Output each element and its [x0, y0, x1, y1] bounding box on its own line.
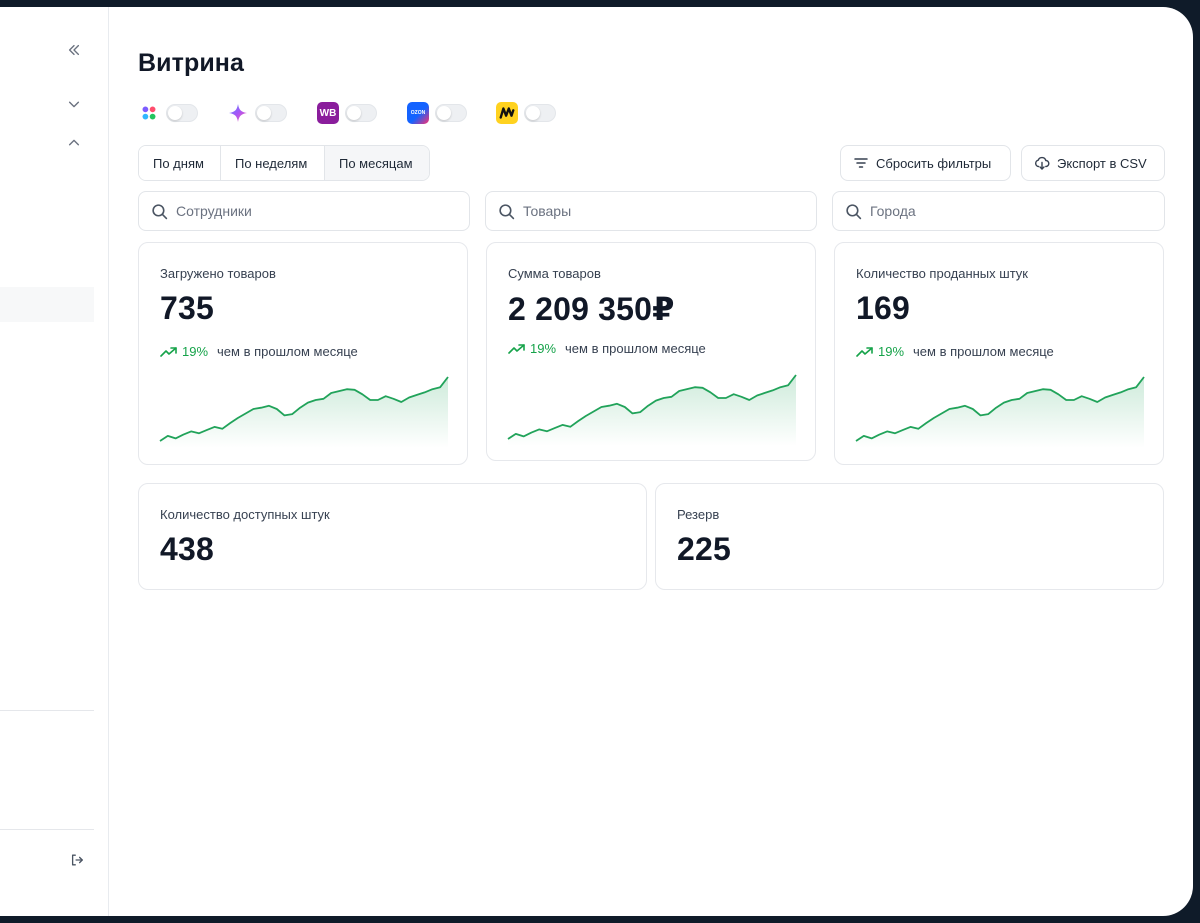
- card-value: 438: [160, 531, 214, 567]
- filter-lines-icon: [854, 158, 868, 168]
- card-label: Сумма товаров: [508, 266, 601, 281]
- marketplace-toggle-1: [138, 102, 198, 124]
- yandex-market-logo-icon: [496, 102, 518, 124]
- trend-text: чем в прошлом месяце: [217, 344, 358, 359]
- sparkle-logo-icon: [227, 102, 249, 124]
- card-label: Резерв: [677, 507, 720, 522]
- trend-percent: 19%: [530, 341, 557, 356]
- page-title: Витрина: [138, 49, 245, 77]
- ozon-logo-icon: OZON: [407, 102, 429, 124]
- chevron-down-icon[interactable]: [64, 94, 84, 114]
- app-window: Витрина: [0, 7, 1193, 916]
- reserve-card: Резерв 225: [655, 483, 1164, 590]
- multicolor-dots-logo-icon: [138, 102, 160, 124]
- sidebar-divider: [0, 829, 94, 830]
- employees-search-input[interactable]: [176, 203, 457, 219]
- period-weeks-button[interactable]: По неделям: [221, 146, 325, 180]
- trend-text: чем в прошлом месяце: [565, 341, 706, 356]
- trend-up-icon: [160, 346, 177, 357]
- search-icon: [152, 203, 168, 219]
- sold-sparkline-chart: [855, 376, 1145, 448]
- marketplace-switch[interactable]: [345, 104, 377, 122]
- employees-search: [138, 191, 470, 231]
- marketplace-toggle-3: WB: [317, 102, 377, 124]
- card-value: 2 209 350₽: [508, 291, 675, 327]
- trend-percent: 19%: [878, 344, 905, 359]
- wildberries-logo-icon: WB: [317, 102, 339, 124]
- sidebar: [0, 7, 109, 916]
- card-trend: 19% чем в прошлом месяце: [508, 341, 706, 356]
- reset-filters-label: Сбросить фильтры: [876, 155, 992, 171]
- export-csv-label: Экспорт в CSV: [1057, 155, 1147, 171]
- card-label: Количество доступных штук: [160, 507, 330, 522]
- uploaded-products-card: Загружено товаров 735 19% чем в прошлом …: [138, 242, 468, 465]
- sparkline-line: [855, 376, 1145, 442]
- double-chevron-left-icon[interactable]: [64, 40, 84, 60]
- marketplace-toggle-2: [227, 102, 287, 124]
- sold-units-card: Количество проданных штук 169 19% чем в …: [834, 242, 1164, 465]
- available-units-card: Количество доступных штук 438: [138, 483, 647, 590]
- logout-icon[interactable]: [67, 850, 87, 870]
- products-search-input[interactable]: [523, 203, 804, 219]
- marketplace-switch[interactable]: [255, 104, 287, 122]
- period-selector: По дням По неделям По месяцам: [138, 145, 430, 181]
- card-label: Загружено товаров: [160, 266, 276, 281]
- chevron-up-icon[interactable]: [64, 133, 84, 153]
- sparkline-area: [508, 375, 796, 446]
- sum-sparkline-chart: [507, 374, 797, 446]
- period-months-button[interactable]: По месяцам: [325, 146, 429, 180]
- products-search: [485, 191, 817, 231]
- sidebar-divider: [0, 710, 94, 711]
- trend-up-icon: [508, 343, 525, 354]
- cloud-download-icon: [1035, 156, 1050, 170]
- trend-percent: 19%: [182, 344, 209, 359]
- card-value: 169: [856, 290, 910, 326]
- trend-text: чем в прошлом месяце: [913, 344, 1054, 359]
- marketplace-toggle-4: OZON: [407, 102, 467, 124]
- cities-search: [832, 191, 1165, 231]
- marketplace-switch[interactable]: [435, 104, 467, 122]
- card-label: Количество проданных штук: [856, 266, 1028, 281]
- card-value: 735: [160, 290, 214, 326]
- card-value: 225: [677, 531, 731, 567]
- cities-search-input[interactable]: [870, 203, 1152, 219]
- sparkline-line: [507, 374, 797, 440]
- uploaded-sparkline-chart: [159, 376, 449, 448]
- card-trend: 19% чем в прошлом месяце: [856, 344, 1054, 359]
- marketplace-switch[interactable]: [166, 104, 198, 122]
- sidebar-item-active[interactable]: [0, 287, 94, 322]
- trend-up-icon: [856, 346, 873, 357]
- sparkline-area: [160, 377, 448, 448]
- marketplace-toggle-5: [496, 102, 556, 124]
- sparkline-line: [159, 376, 449, 442]
- export-csv-button[interactable]: Экспорт в CSV: [1021, 145, 1165, 181]
- search-icon: [499, 203, 515, 219]
- reset-filters-button[interactable]: Сбросить фильтры: [840, 145, 1011, 181]
- search-icon: [846, 203, 862, 219]
- sparkline-area: [856, 377, 1144, 448]
- period-days-button[interactable]: По дням: [139, 146, 221, 180]
- marketplace-switch[interactable]: [524, 104, 556, 122]
- card-trend: 19% чем в прошлом месяце: [160, 344, 358, 359]
- products-sum-card: Сумма товаров 2 209 350₽ 19% чем в прошл…: [486, 242, 816, 461]
